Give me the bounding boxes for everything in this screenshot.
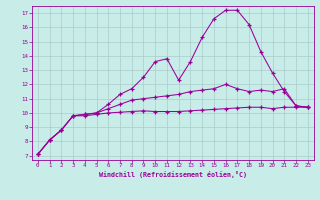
X-axis label: Windchill (Refroidissement éolien,°C): Windchill (Refroidissement éolien,°C) — [99, 171, 247, 178]
